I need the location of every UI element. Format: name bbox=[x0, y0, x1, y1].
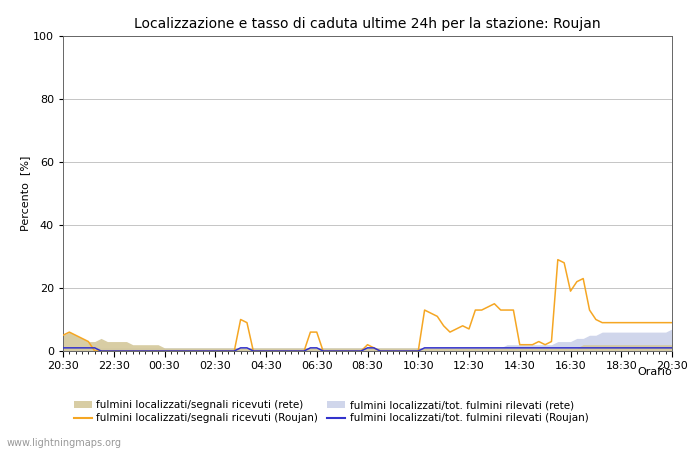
Text: www.lightningmaps.org: www.lightningmaps.org bbox=[7, 438, 122, 448]
Text: Orario: Orario bbox=[637, 367, 672, 377]
Legend: fulmini localizzati/segnali ricevuti (rete), fulmini localizzati/segnali ricevut: fulmini localizzati/segnali ricevuti (re… bbox=[74, 400, 589, 423]
Title: Localizzazione e tasso di caduta ultime 24h per la stazione: Roujan: Localizzazione e tasso di caduta ultime … bbox=[134, 17, 601, 31]
Y-axis label: Percento  [%]: Percento [%] bbox=[20, 156, 30, 231]
